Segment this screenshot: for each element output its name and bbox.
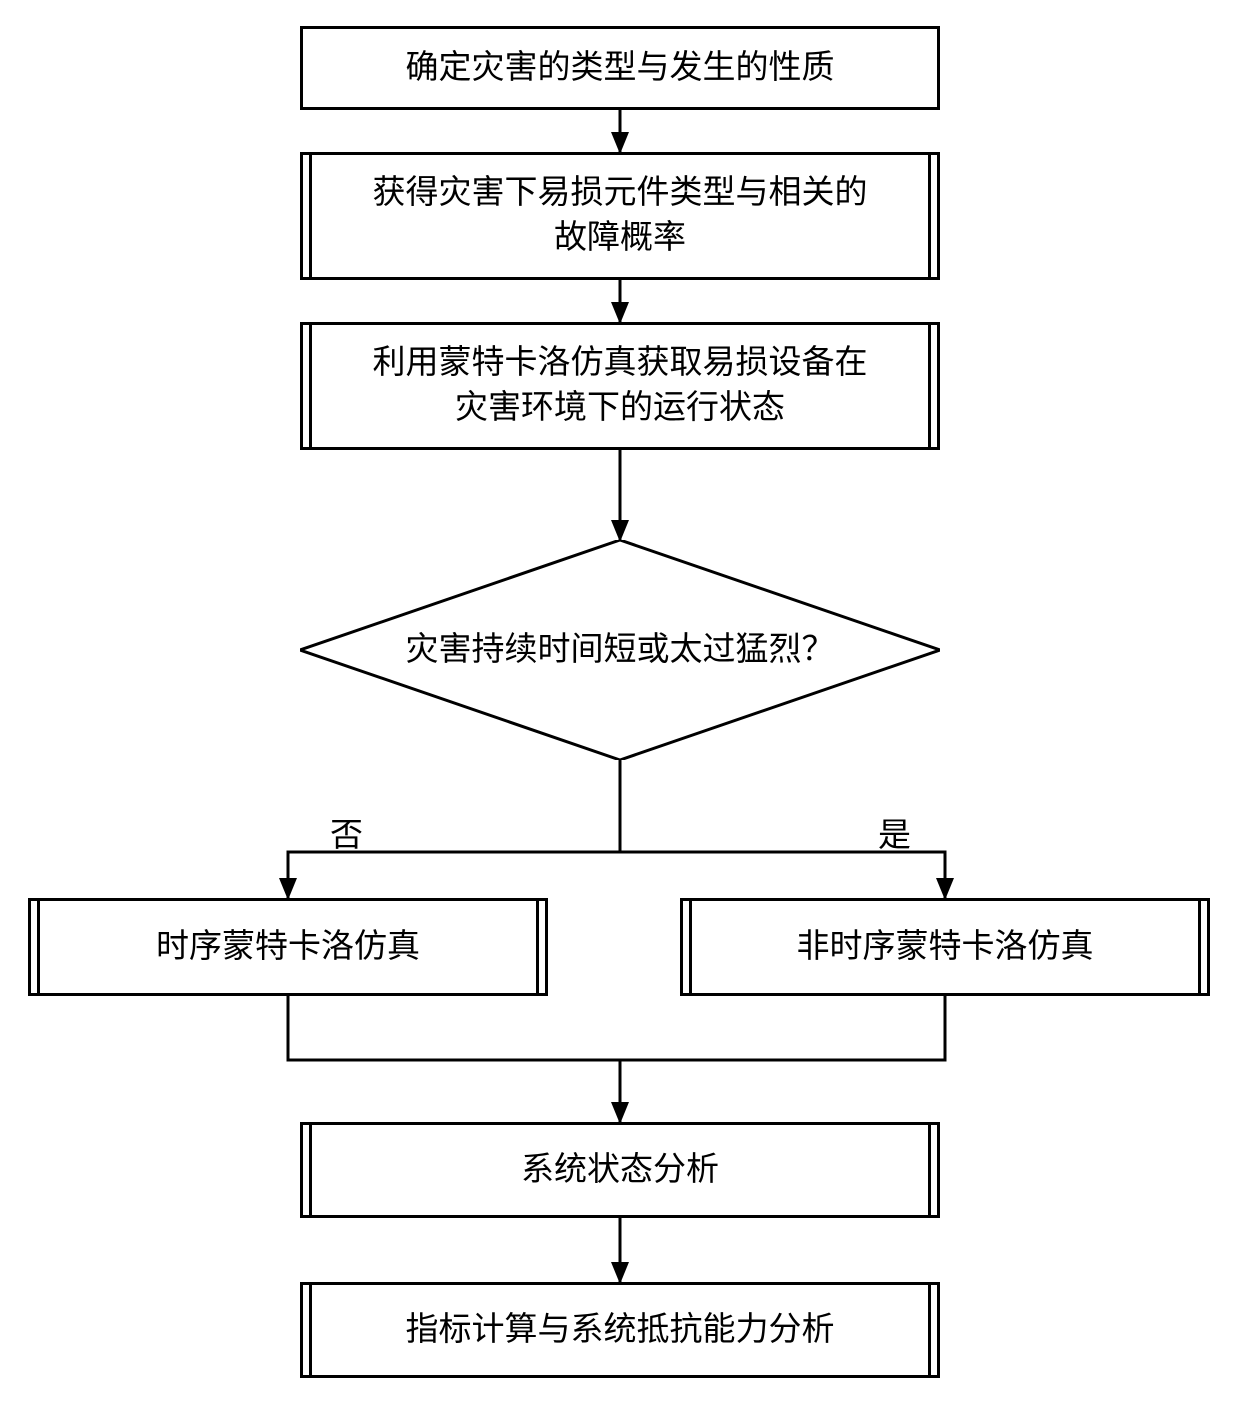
node-n1: 确定灾害的类型与发生的性质 <box>300 26 940 110</box>
node-n1-text: 确定灾害的类型与发生的性质 <box>406 46 835 91</box>
label-yes: 是 <box>878 808 911 856</box>
node-n4: 时序蒙特卡洛仿真 <box>28 898 548 996</box>
node-n4-text: 时序蒙特卡洛仿真 <box>156 925 420 970</box>
node-n2: 获得灾害下易损元件类型与相关的故障概率 <box>300 152 940 280</box>
node-n3-text: 利用蒙特卡洛仿真获取易损设备在灾害环境下的运行状态 <box>373 341 868 430</box>
label-yes-text: 是 <box>878 818 911 854</box>
node-d1: 灾害持续时间短或太过猛烈？ <box>300 540 940 760</box>
node-n3: 利用蒙特卡洛仿真获取易损设备在灾害环境下的运行状态 <box>300 322 940 450</box>
node-n5-text: 非时序蒙特卡洛仿真 <box>797 925 1094 970</box>
node-n5: 非时序蒙特卡洛仿真 <box>680 898 1210 996</box>
node-n7: 指标计算与系统抵抗能力分析 <box>300 1282 940 1378</box>
flowchart-canvas: 确定灾害的类型与发生的性质 获得灾害下易损元件类型与相关的故障概率 利用蒙特卡洛… <box>0 0 1240 1406</box>
node-n6-text: 系统状态分析 <box>521 1148 719 1193</box>
label-no-text: 否 <box>330 818 363 854</box>
node-d1-text: 灾害持续时间短或太过猛烈？ <box>406 628 835 673</box>
node-n7-text: 指标计算与系统抵抗能力分析 <box>406 1308 835 1353</box>
label-no: 否 <box>330 808 363 856</box>
node-n2-text: 获得灾害下易损元件类型与相关的故障概率 <box>373 171 868 260</box>
node-n6: 系统状态分析 <box>300 1122 940 1218</box>
